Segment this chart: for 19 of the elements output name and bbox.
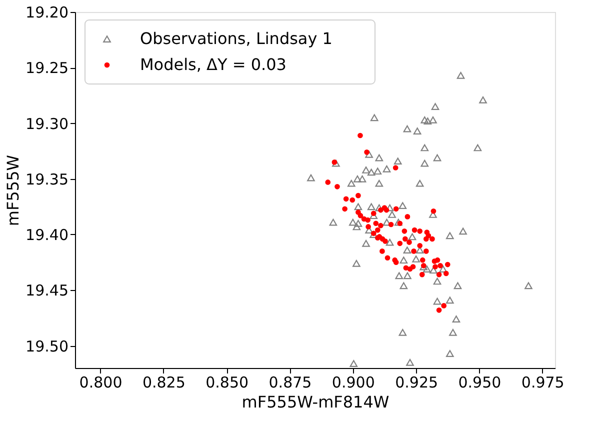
y-tick-label: 19.25 [26,59,68,78]
x-tick-label: 0.925 [395,374,438,392]
x-tick-label: 0.800 [79,374,122,392]
y-tick-label: 19.20 [26,4,68,22]
x-tick-label: 0.850 [206,374,249,392]
y-tick-label: 19.30 [26,114,68,133]
y-tick-label: 19.45 [26,282,68,300]
y-axis-title: mF555W [4,154,23,226]
y-tick-label: 19.35 [26,170,68,188]
x-tick-label: 0.875 [268,374,312,392]
y-tick-label: 19.50 [26,337,68,356]
y-tick-label: 19.40 [26,226,68,244]
legend-label: Observations, Lindsay 1 [140,29,332,48]
x-tick-label: 0.975 [521,374,564,392]
x-tick-label: 0.825 [142,374,186,392]
x-tick-label: 0.900 [332,374,375,392]
legend-label: Models, ΔY = 0.03 [140,55,286,74]
x-tick-label: 0.950 [458,374,502,392]
x-axis-title: mF555W-mF814W [242,392,390,412]
